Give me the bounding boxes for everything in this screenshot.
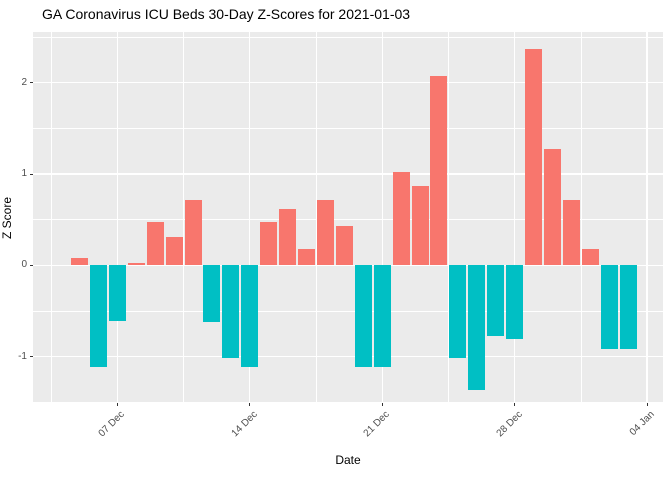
minor-gridline — [33, 310, 663, 312]
bar-positive — [146, 222, 164, 266]
minor-gridline — [33, 36, 663, 38]
major-gridline — [33, 355, 663, 358]
bar-positive — [581, 248, 599, 266]
major-gridline — [249, 32, 251, 403]
minor-gridline — [448, 32, 449, 403]
major-gridline — [514, 32, 516, 403]
x-tick-mark — [514, 403, 516, 406]
minor-gridline — [183, 32, 184, 403]
bar-positive — [316, 199, 334, 266]
minor-gridline — [580, 32, 582, 403]
x-tick-label: 04 Jan — [627, 409, 657, 439]
bar-positive — [335, 226, 353, 266]
bar-positive — [184, 199, 202, 266]
bar-negative — [468, 265, 486, 391]
x-tick-label: 07 Dec — [96, 409, 128, 440]
bar-positive — [127, 262, 145, 266]
y-tick-label: -1 — [18, 350, 27, 362]
bar-positive — [392, 172, 410, 266]
x-tick-mark — [116, 403, 118, 406]
minor-gridline — [315, 32, 317, 403]
major-gridline — [381, 32, 383, 403]
bar-positive — [165, 236, 183, 266]
x-tick-label: 14 Dec — [229, 409, 260, 440]
y-tick-mark — [30, 356, 33, 358]
bar-negative — [108, 265, 126, 321]
y-tick-mark — [30, 173, 33, 175]
bar-positive — [279, 208, 297, 266]
y-tick-mark — [30, 264, 33, 266]
x-tick-mark — [381, 403, 383, 406]
major-gridline — [116, 32, 118, 403]
minor-gridline — [33, 219, 663, 220]
bar-negative — [354, 265, 372, 367]
y-tick-label: 1 — [21, 168, 27, 179]
y-axis-title: Z Score — [0, 197, 14, 240]
bar-negative — [619, 265, 637, 350]
x-tick-mark — [249, 403, 251, 406]
x-tick-mark — [646, 403, 648, 406]
major-gridline — [33, 82, 663, 84]
bar-positive — [71, 257, 88, 266]
y-tick-label: 2 — [21, 76, 27, 88]
bar-negative — [600, 265, 618, 350]
bar-positive — [260, 222, 278, 266]
bar-negative — [373, 265, 391, 367]
minor-gridline — [50, 32, 52, 403]
x-tick-label: 28 Dec — [494, 409, 525, 440]
bar-negative — [487, 265, 505, 336]
bar-negative — [449, 265, 467, 358]
bar-positive — [298, 248, 316, 266]
bar-negative — [222, 265, 240, 359]
major-gridline — [33, 173, 663, 175]
minor-gridline — [33, 128, 663, 129]
x-axis-title: Date — [335, 453, 361, 467]
bar-positive — [544, 149, 561, 266]
y-tick-mark — [30, 82, 33, 84]
bar-negative — [89, 265, 107, 367]
bar-positive — [525, 48, 543, 266]
bar-positive — [430, 76, 448, 266]
major-gridline — [646, 32, 648, 403]
chart-title: GA Coronavirus ICU Beds 30-Day Z-Scores … — [42, 6, 411, 22]
bar-negative — [203, 265, 221, 322]
major-gridline — [33, 264, 663, 266]
bar-positive — [411, 185, 429, 266]
bar-negative — [506, 265, 524, 340]
x-tick-label: 21 Dec — [361, 409, 392, 440]
plot-panel — [33, 32, 663, 403]
bar-negative — [241, 265, 259, 367]
bar-positive — [562, 199, 580, 266]
minor-gridline — [33, 401, 663, 403]
y-tick-label: 0 — [21, 259, 27, 271]
